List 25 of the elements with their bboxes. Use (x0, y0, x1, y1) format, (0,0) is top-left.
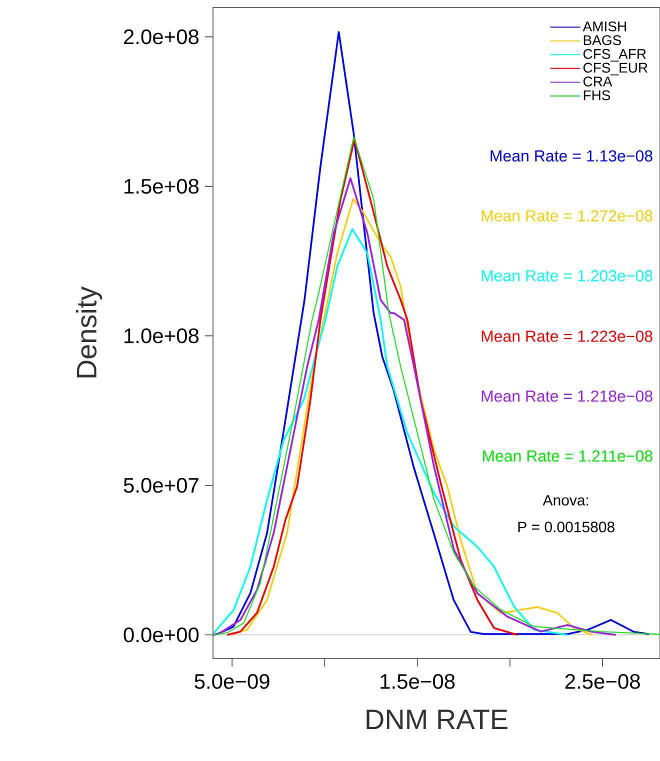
annotation: Mean Rate = 1.223e−08 (482, 330, 652, 342)
x-tick-label: 1.5e−08 (380, 674, 454, 689)
legend-label: CFS_EUR (583, 62, 648, 76)
x-tick-label: 5.0e−09 (194, 674, 270, 689)
y-tick-label: 2.0e+08 (124, 29, 198, 44)
x-tick-label: 2.5e−08 (565, 674, 640, 689)
y-tick-label: 1.0e+08 (124, 328, 198, 344)
legend-label: CRA (583, 76, 612, 86)
legend-label: FHS (584, 90, 610, 100)
annotation: Mean Rate = 1.211e−08 (482, 450, 652, 462)
annotation: P = 0.0015808 (518, 522, 614, 532)
y-axis-title: Density (76, 286, 102, 378)
annotation: Mean Rate = 1.13e−08 (490, 150, 652, 162)
y-tick-label: 5.0e+07 (124, 478, 198, 493)
annotation: Mean Rate = 1.272e−08 (482, 210, 652, 222)
x-axis-title: DNM RATE (366, 710, 508, 730)
annotation: Anova: (542, 495, 588, 506)
y-tick-label: 0.0e+00 (124, 627, 198, 642)
legend-label: BAGS (584, 35, 621, 46)
legend-label: CFS_AFR (583, 49, 646, 62)
legend-label: AMISH (582, 21, 626, 32)
y-tick-label: 1.5e+08 (124, 178, 198, 194)
annotation: Mean Rate = 1.203e−08 (482, 270, 652, 282)
annotation: Mean Rate = 1.218e−08 (482, 390, 652, 402)
line-series (212, 136, 660, 636)
